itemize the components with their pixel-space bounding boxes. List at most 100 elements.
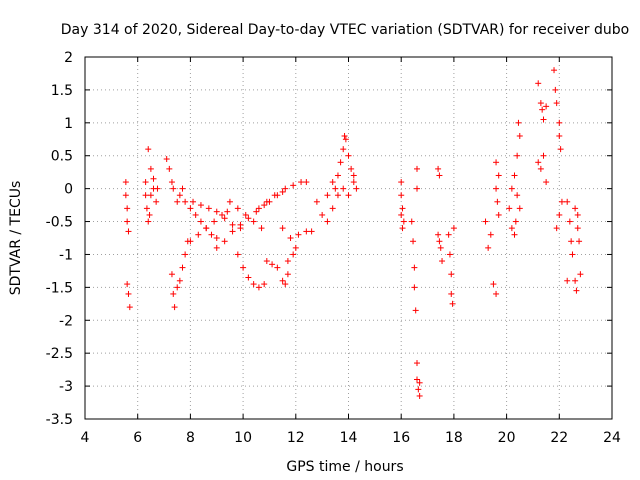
x-tick-label: 18: [445, 430, 463, 446]
data-point: [414, 185, 421, 192]
data-point: [539, 106, 546, 113]
data-point: [537, 165, 544, 172]
data-point: [179, 185, 186, 192]
x-tick-label: 4: [81, 430, 90, 446]
data-point: [250, 218, 257, 225]
data-point: [258, 225, 265, 232]
data-point: [446, 251, 453, 258]
data-point: [213, 244, 220, 251]
data-point: [577, 271, 584, 278]
data-point: [448, 271, 455, 278]
data-point: [345, 152, 352, 159]
data-point: [493, 185, 500, 192]
data-point: [125, 228, 132, 235]
data-point: [576, 238, 583, 245]
x-tick-label: 8: [186, 430, 195, 446]
data-point: [324, 218, 331, 225]
data-point: [482, 218, 489, 225]
data-point: [514, 192, 521, 199]
data-point: [234, 205, 241, 212]
data-point: [245, 274, 252, 281]
y-tick-label: 0.5: [51, 149, 73, 165]
data-point: [411, 284, 418, 291]
data-point: [340, 185, 347, 192]
chart-title: Day 314 of 2020, Sidereal Day-to-day VTE…: [61, 22, 629, 38]
data-point: [124, 205, 131, 212]
data-point: [170, 290, 177, 297]
data-points: [122, 67, 584, 399]
data-point: [122, 192, 129, 199]
data-point: [487, 231, 494, 238]
data-point: [153, 198, 160, 205]
data-point: [292, 244, 299, 251]
grid-lines: [85, 57, 612, 419]
data-point: [537, 100, 544, 107]
data-point: [564, 198, 571, 205]
data-point: [329, 179, 336, 186]
data-point: [197, 218, 204, 225]
data-point: [569, 251, 576, 258]
data-point: [551, 67, 558, 74]
data-point: [240, 264, 247, 271]
data-point: [345, 192, 352, 199]
data-point: [535, 80, 542, 87]
data-point: [495, 211, 502, 218]
data-point: [340, 146, 347, 153]
data-point: [353, 185, 360, 192]
data-point: [187, 205, 194, 212]
data-point: [495, 172, 502, 179]
data-point: [416, 392, 423, 399]
data-point: [166, 165, 173, 172]
data-point: [540, 152, 547, 159]
y-tick-label: -2: [59, 313, 73, 329]
data-point: [154, 185, 161, 192]
data-point: [350, 179, 357, 186]
data-point: [150, 175, 157, 182]
data-point: [448, 290, 455, 297]
data-point: [122, 179, 129, 186]
data-point: [557, 146, 564, 153]
x-tick-label: 24: [603, 430, 621, 446]
data-point: [242, 211, 249, 218]
x-tick-label: 12: [287, 430, 305, 446]
data-point: [450, 225, 457, 232]
data-point: [226, 198, 233, 205]
data-point: [229, 228, 236, 235]
data-point: [398, 211, 405, 218]
data-point: [490, 281, 497, 288]
data-point: [445, 231, 452, 238]
data-point: [192, 211, 199, 218]
data-point: [146, 211, 153, 218]
data-point: [334, 172, 341, 179]
data-point: [437, 244, 444, 251]
y-tick-label: -2.5: [46, 346, 73, 362]
data-point: [261, 202, 268, 209]
data-point: [255, 284, 262, 291]
data-point: [408, 218, 415, 225]
data-point: [415, 386, 422, 393]
data-point: [219, 211, 226, 218]
data-point: [515, 119, 522, 126]
data-point: [514, 152, 521, 159]
x-tick-label: 16: [392, 430, 410, 446]
data-point: [572, 277, 579, 284]
data-point: [556, 132, 563, 139]
data-point: [398, 192, 405, 199]
data-point: [290, 182, 297, 189]
data-point: [205, 205, 212, 212]
data-point: [566, 218, 573, 225]
data-point: [282, 281, 289, 288]
data-point: [253, 208, 260, 215]
data-point: [329, 205, 336, 212]
data-point: [494, 198, 501, 205]
x-tick-label: 22: [550, 430, 568, 446]
data-point: [558, 198, 565, 205]
data-point: [399, 225, 406, 232]
data-point: [279, 277, 286, 284]
data-point: [213, 235, 220, 241]
data-point: [342, 136, 349, 143]
x-tick-label: 10: [234, 430, 252, 446]
data-point: [564, 277, 571, 284]
data-point: [245, 215, 252, 222]
data-point: [143, 205, 150, 212]
